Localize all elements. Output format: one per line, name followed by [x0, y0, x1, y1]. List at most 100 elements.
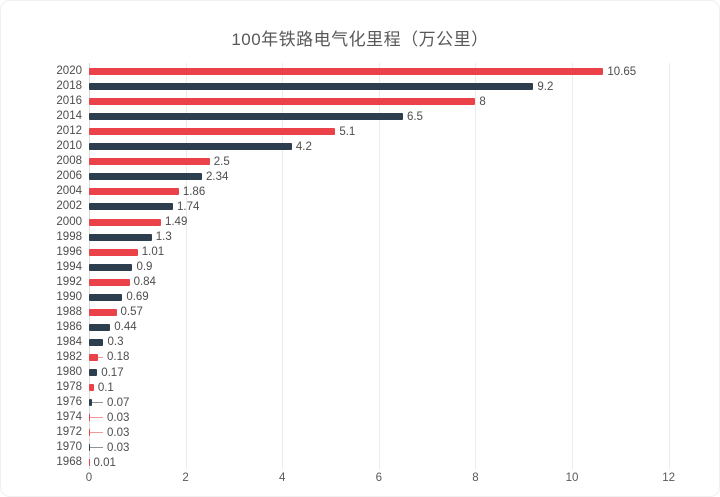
year-label: 1976 — [56, 396, 82, 409]
bar — [89, 338, 104, 346]
bar-track: 0.9 — [89, 260, 152, 275]
leader-line — [90, 417, 103, 419]
bar-row: 2002 1.74 — [1, 199, 719, 214]
bar-track: 5.1 — [89, 124, 355, 139]
bar-track: 8 — [89, 94, 486, 109]
bar-track: 0.01 — [89, 455, 116, 470]
bar-track: 6.5 — [89, 109, 423, 124]
bar-track: 0.57 — [89, 305, 143, 320]
bar — [89, 369, 98, 376]
bar — [89, 128, 336, 136]
axis-tick-label: 6 — [375, 472, 382, 484]
bar-track: 1.74 — [89, 199, 199, 214]
bar-track: 9.2 — [89, 79, 553, 94]
bar — [89, 444, 91, 452]
value-label: 0.69 — [126, 291, 149, 304]
bar-row: 1992 0.84 — [1, 275, 719, 290]
bar-row: 1984 0.3 — [1, 335, 719, 350]
bar — [89, 203, 174, 211]
value-label: 1.01 — [141, 246, 165, 259]
bar-row: 2000 1.49 — [1, 215, 719, 230]
bar-row: 1982 0.18 — [1, 350, 719, 365]
bar — [89, 323, 111, 331]
axis-tick-label: 4 — [278, 472, 286, 484]
value-label: 0.1 — [97, 381, 114, 394]
year-label: 1980 — [56, 366, 82, 378]
value-label: 6.5 — [406, 110, 423, 123]
bar-track: 0.44 — [89, 320, 137, 335]
year-label: 1988 — [56, 305, 82, 318]
gridline — [378, 63, 380, 469]
leader-line — [92, 402, 103, 404]
value-label: 0.03 — [106, 411, 130, 424]
year-label: 1982 — [56, 350, 82, 363]
value-label: 9.2 — [537, 80, 554, 93]
value-label: 1.86 — [182, 185, 206, 198]
axis-tick-label: 2 — [182, 472, 189, 484]
bar-track: 10.65 — [89, 64, 636, 79]
bar-track: 2.34 — [89, 169, 228, 184]
bar-track: 0.69 — [89, 290, 149, 305]
bar-track: 0.18 — [89, 350, 129, 365]
bar-track: 0.3 — [89, 335, 123, 350]
year-label: 2004 — [56, 185, 82, 198]
year-label: 1974 — [56, 411, 82, 424]
year-label: 1972 — [56, 426, 82, 439]
bar-row: 1990 0.69 — [1, 290, 719, 305]
bar-row: 2016 8 — [1, 94, 719, 109]
bar-track: 0.03 — [89, 410, 129, 425]
gridline — [668, 63, 670, 469]
bar — [89, 293, 123, 301]
value-label: 2.5 — [213, 155, 230, 168]
bar-row: 1976 0.07 — [1, 395, 719, 410]
bar — [89, 308, 117, 316]
value-label: 1.49 — [164, 216, 188, 228]
bar-track: 0.17 — [89, 365, 124, 380]
bar — [89, 263, 133, 271]
value-label: 0.18 — [106, 351, 130, 364]
gridline — [475, 63, 477, 469]
bar-row: 2020 10.65 — [1, 64, 719, 79]
axis-tick-label: 12 — [662, 472, 675, 484]
bar — [89, 384, 94, 392]
bar-row: 1972 0.03 — [1, 425, 719, 440]
value-label: 0.3 — [107, 336, 124, 349]
bar-track: 0.84 — [89, 275, 156, 290]
year-label: 1978 — [56, 381, 82, 394]
gridline — [282, 63, 284, 469]
value-label: 5.1 — [339, 125, 356, 138]
value-label: 0.9 — [136, 261, 153, 274]
bar — [89, 188, 179, 196]
value-label: 0.07 — [106, 396, 130, 409]
bar-row: 2008 2.5 — [1, 154, 719, 169]
year-label: 2010 — [56, 140, 82, 153]
bar-row: 1980 0.17 — [1, 365, 719, 380]
gridline — [185, 63, 187, 469]
year-label: 2018 — [56, 80, 82, 93]
year-label: 1992 — [56, 275, 82, 288]
bar-track: 0.03 — [89, 440, 129, 455]
value-label: 4.2 — [295, 140, 312, 153]
year-label: 1986 — [56, 320, 82, 333]
value-label: 0.17 — [101, 366, 124, 379]
bar-row: 1996 1.01 — [1, 245, 719, 260]
bar — [89, 353, 98, 361]
value-label: 0.44 — [114, 321, 137, 334]
value-label: 1.74 — [177, 200, 200, 213]
bar-row: 2006 2.34 — [1, 169, 719, 184]
bar-track: 0.03 — [89, 425, 129, 440]
bar-track: 1.3 — [89, 230, 172, 245]
bar — [89, 459, 90, 467]
bar — [89, 98, 476, 106]
bar-row: 1998 1.3 — [1, 230, 719, 245]
bar-rows: 2020 10.65 2018 9.2 2016 8 2014 6.5 2012 5.1 2010 4… — [1, 63, 719, 470]
bar-row: 1986 0.44 — [1, 320, 719, 335]
value-label: 10.65 — [607, 65, 637, 78]
bar-row: 1970 0.03 — [1, 440, 719, 455]
year-label: 2016 — [56, 95, 82, 108]
leader-line — [97, 356, 103, 358]
year-label: 1996 — [56, 245, 82, 258]
bar-track: 1.49 — [89, 215, 187, 230]
year-label: 1994 — [56, 260, 82, 273]
bar-track: 0.07 — [89, 395, 129, 410]
